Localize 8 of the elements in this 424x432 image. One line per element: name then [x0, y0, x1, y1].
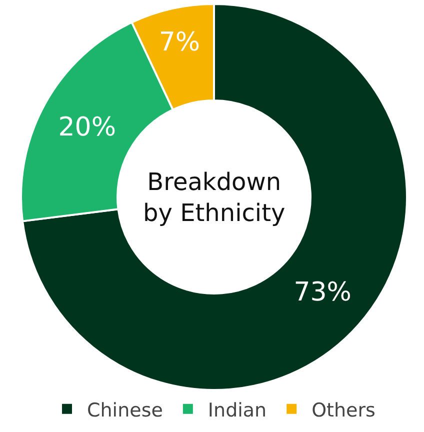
- legend-label: Indian: [208, 399, 267, 422]
- legend-label: Others: [312, 399, 376, 422]
- legend-label: Chinese: [87, 399, 163, 422]
- data-label: 73%: [294, 278, 352, 308]
- data-label: 20%: [58, 112, 116, 142]
- donut-slice: [22, 3, 408, 391]
- text: Breakdown by Ethnicity: [143, 168, 286, 228]
- data-label: 7%: [158, 27, 200, 58]
